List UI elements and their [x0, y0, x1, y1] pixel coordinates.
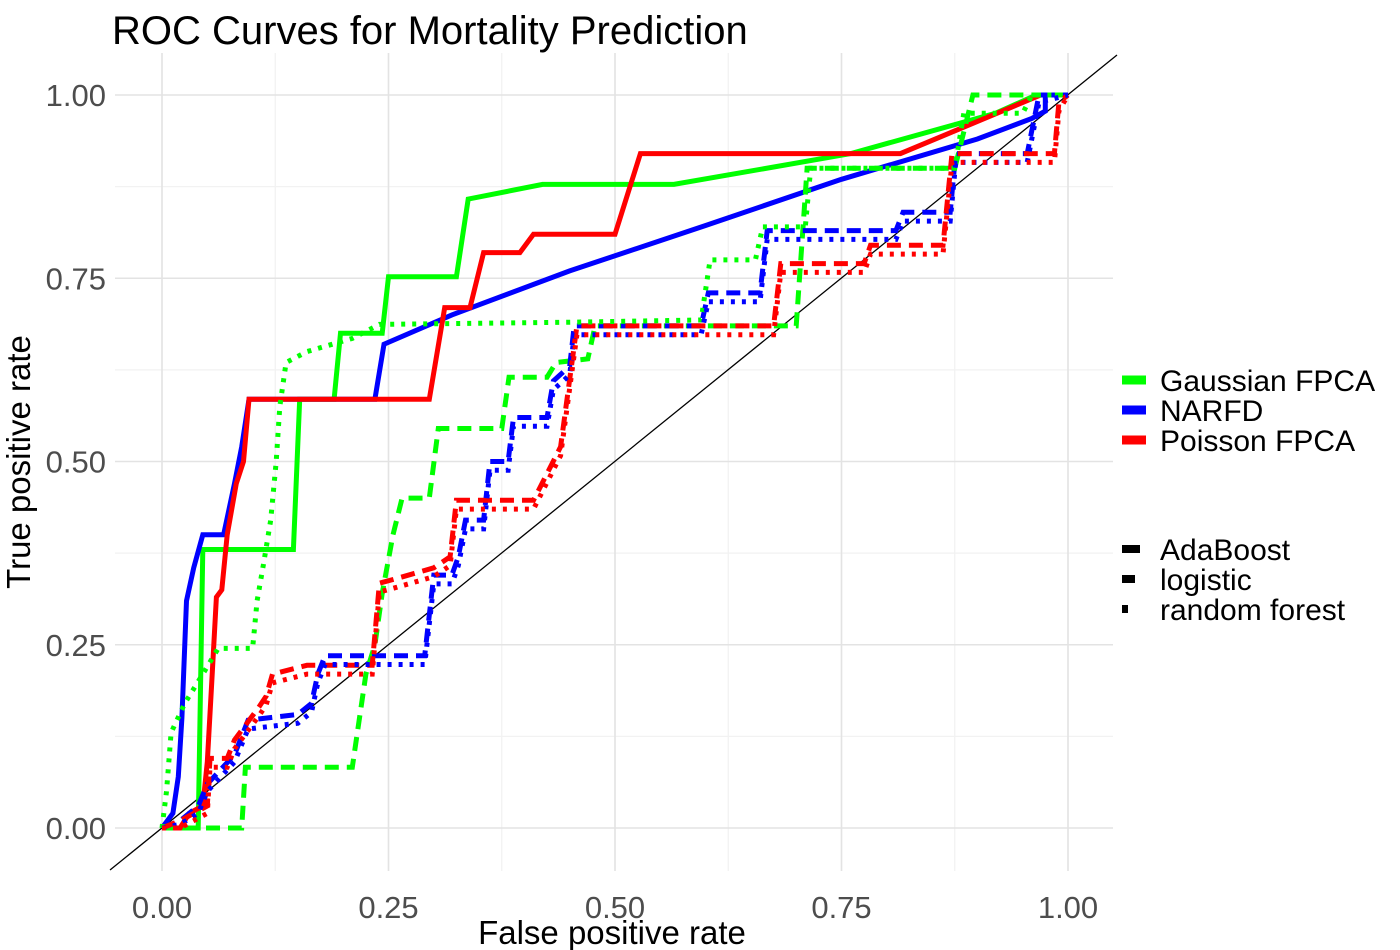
- y-tick-label: 0.50: [46, 445, 106, 480]
- axis-ticks-layer: 0.00 0.25 0.50 0.75 1.00 0.00 0.25 0.50 0.75 1.00: [46, 78, 1099, 925]
- y-axis-title: True positive rate: [0, 335, 37, 589]
- roc-curve-gaussian-fpca-adaboost: [162, 92, 1068, 831]
- roc-curve-poisson-fpca-logistic: [161, 93, 1070, 831]
- diagonal-reference-layer: [109, 54, 1118, 871]
- legend-label-poisson-fpca: Poisson FPCA: [1160, 425, 1355, 458]
- legend-label-adaboost: AdaBoost: [1160, 534, 1291, 567]
- y-tick-label: 0.00: [46, 811, 106, 846]
- chart-title: ROC Curves for Mortality Prediction: [112, 9, 748, 53]
- legend-label-random-forest: random forest: [1160, 594, 1346, 627]
- legend-label-gaussian-fpca: Gaussian FPCA: [1160, 365, 1375, 398]
- roc-curve-poisson-fpca-adaboost: [162, 92, 1068, 831]
- x-tick-label: 0.25: [358, 890, 418, 925]
- x-tick-label: 1.00: [1038, 890, 1098, 925]
- y-tick-label: 0.25: [46, 628, 106, 663]
- roc-curves-layer: [159, 92, 1071, 831]
- x-axis-title: False positive rate: [478, 914, 746, 950]
- x-tick-label: 0.00: [132, 890, 192, 925]
- roc-curve-gaussian-fpca-random-forest: [159, 92, 1068, 829]
- y-tick-label: 0.75: [46, 261, 106, 296]
- y-tick-label: 1.00: [46, 78, 106, 113]
- roc-curve-poisson-fpca-random-forest: [162, 93, 1071, 831]
- roc-curve-gaussian-fpca-logistic: [162, 92, 1068, 831]
- diagonal-reference-line: [109, 54, 1118, 871]
- legend-keys-layer: [1122, 375, 1146, 613]
- x-tick-label: 0.50: [585, 890, 645, 925]
- roc-curve-narfd-logistic: [161, 92, 1068, 831]
- legend-label-narfd: NARFD: [1160, 395, 1263, 428]
- grid-layer: [115, 53, 1113, 871]
- x-tick-label: 0.75: [811, 890, 871, 925]
- legend-label-logistic: logistic: [1160, 564, 1252, 597]
